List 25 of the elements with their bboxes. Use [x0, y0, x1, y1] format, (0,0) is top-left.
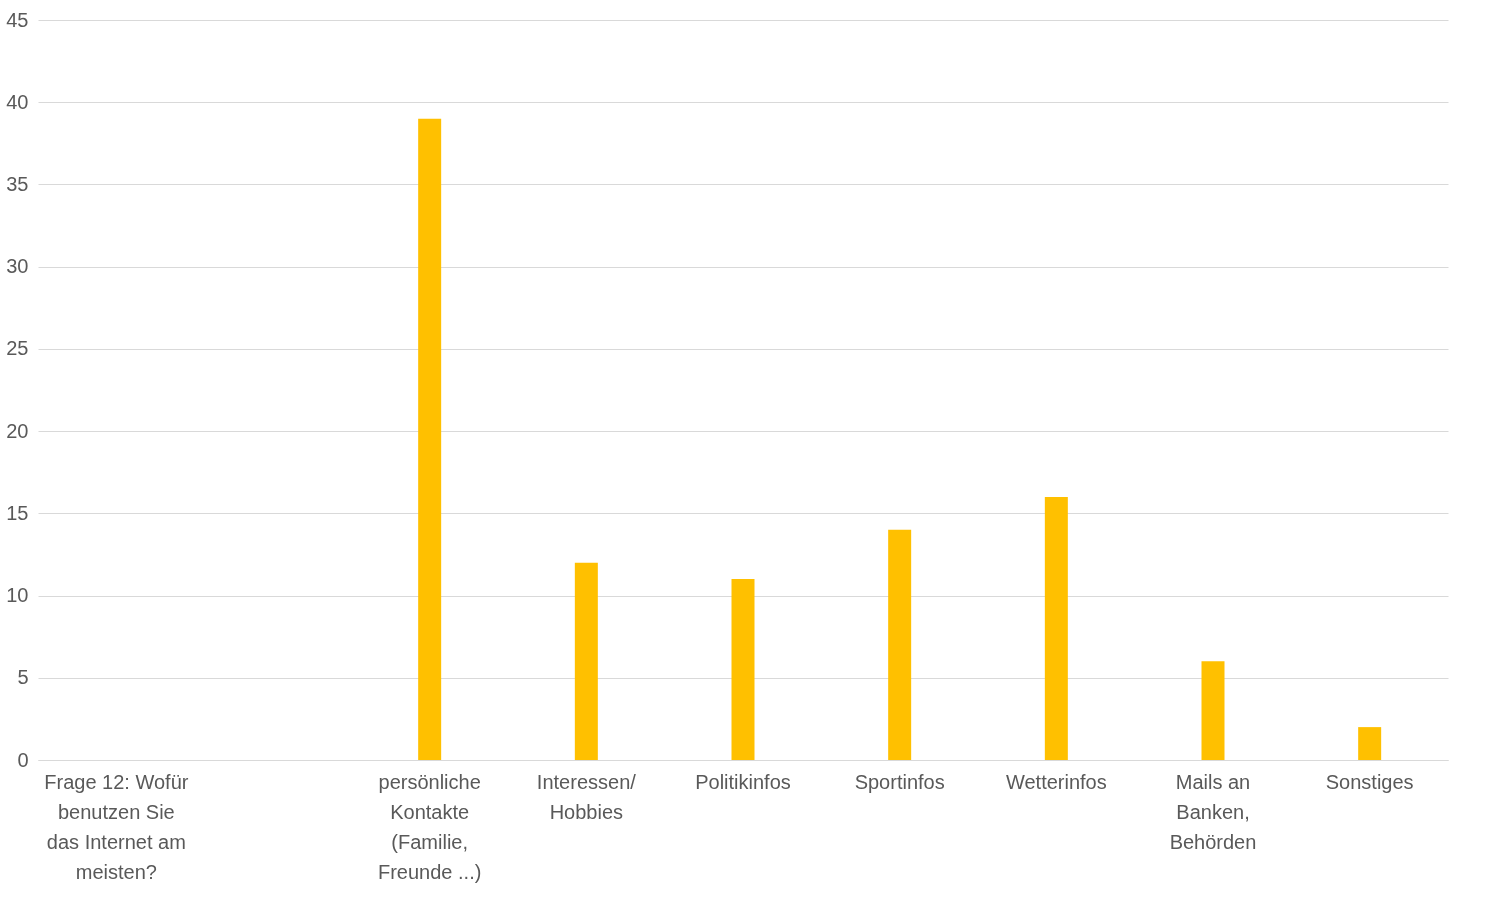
y-tick-label: 5 — [17, 666, 29, 689]
y-tick-label: 45 — [6, 8, 29, 31]
x-tick-label: Frage 12: Wofür benutzen Sie das Internet am meisten? — [44, 770, 189, 883]
bar — [1201, 661, 1225, 760]
y-tick-label: 0 — [17, 748, 29, 771]
y-tick-label: 40 — [6, 90, 29, 113]
bar — [731, 579, 755, 760]
y-tick-label: 15 — [6, 501, 29, 524]
bar — [888, 529, 912, 760]
y-tick-label: 35 — [6, 172, 29, 195]
bar — [1358, 727, 1382, 760]
y-tick-label: 30 — [6, 255, 29, 278]
bar — [1044, 496, 1068, 760]
y-tick-label: 25 — [6, 337, 29, 360]
x-tick-label: persönliche Kontakte (Familie, Freunde ...) — [377, 770, 482, 883]
x-tick-label: Mails an Banken, Behörden — [1169, 770, 1257, 853]
bar — [574, 562, 598, 760]
x-tick-label: Wetterinfos — [1005, 770, 1107, 793]
x-tick-label: Sonstiges — [1325, 770, 1414, 793]
y-tick-label: 20 — [6, 419, 29, 442]
x-tick-label: Interessen/ Hobbies — [536, 770, 637, 823]
x-tick-label: Sportinfos — [854, 770, 945, 793]
x-tick-label: Politikinfos — [695, 770, 791, 793]
y-tick-label: 10 — [6, 584, 29, 607]
bar — [418, 118, 442, 760]
